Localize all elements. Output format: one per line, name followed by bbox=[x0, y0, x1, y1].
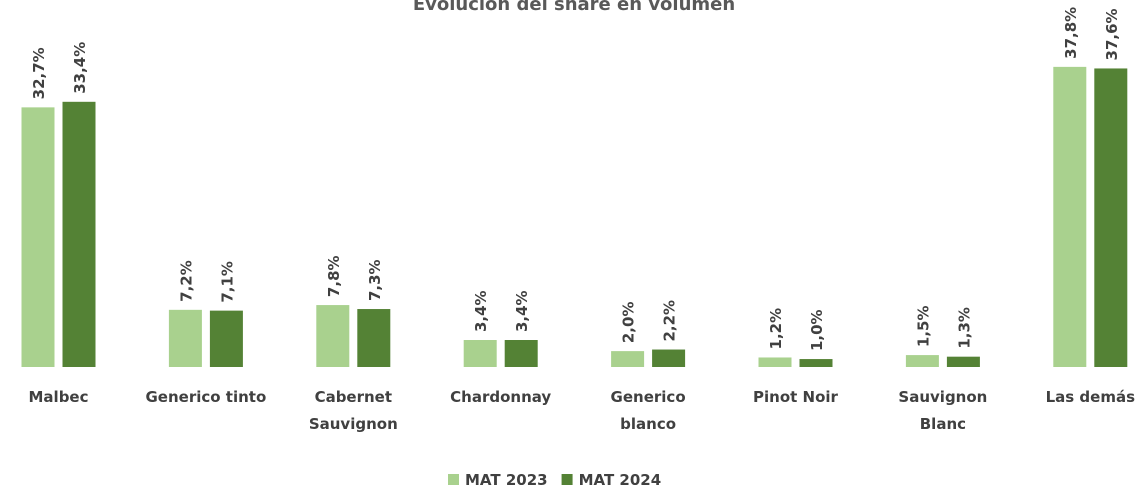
x-tick-label: Las demás bbox=[1045, 388, 1135, 406]
bar bbox=[209, 310, 243, 367]
data-label: 1,0% bbox=[808, 309, 826, 351]
data-label: 7,8% bbox=[325, 255, 343, 297]
bar bbox=[463, 340, 497, 367]
data-label: 7,2% bbox=[177, 260, 195, 302]
x-tick-label: Chardonnay bbox=[450, 388, 552, 406]
x-tick-label: Generico tinto bbox=[145, 388, 267, 406]
data-label: 1,3% bbox=[955, 307, 973, 349]
data-label: 3,4% bbox=[513, 290, 531, 332]
data-label: 33,4% bbox=[71, 42, 89, 94]
bar bbox=[1053, 66, 1087, 368]
x-tick-label: Sauvignon Blanc bbox=[898, 388, 988, 433]
chart-title: Evolución del share en volumen bbox=[413, 0, 735, 15]
bar bbox=[758, 357, 792, 367]
x-tick-label: Generico blanco bbox=[610, 388, 686, 433]
legend-swatch bbox=[561, 474, 573, 485]
bar bbox=[21, 107, 55, 367]
bar bbox=[62, 101, 96, 367]
legend-swatch bbox=[448, 474, 459, 485]
bar bbox=[1094, 68, 1128, 368]
x-tick-label: Malbec bbox=[28, 388, 89, 406]
data-label: 1,5% bbox=[914, 305, 932, 347]
bar bbox=[799, 359, 833, 367]
data-label: 37,6% bbox=[1103, 8, 1121, 60]
data-label: 1,2% bbox=[767, 308, 785, 350]
bar bbox=[611, 351, 645, 367]
x-tick-label: Cabernet Sauvignon bbox=[308, 388, 398, 433]
data-label: 2,0% bbox=[620, 302, 638, 344]
legend-label: MAT 2023 bbox=[465, 471, 548, 489]
data-label: 7,3% bbox=[366, 259, 384, 301]
bar bbox=[946, 356, 980, 367]
data-label: 3,4% bbox=[472, 290, 490, 332]
legend-label: MAT 2024 bbox=[579, 471, 662, 489]
bar bbox=[357, 309, 391, 367]
x-tick-label: Pinot Noir bbox=[753, 388, 838, 406]
bar bbox=[905, 355, 939, 367]
bar bbox=[316, 305, 350, 367]
data-label: 2,2% bbox=[661, 300, 679, 342]
bar bbox=[168, 309, 202, 367]
data-label: 37,8% bbox=[1062, 7, 1080, 59]
bar bbox=[504, 340, 538, 367]
data-label: 7,1% bbox=[218, 261, 236, 303]
data-label: 32,7% bbox=[30, 47, 48, 99]
bar bbox=[652, 349, 686, 367]
